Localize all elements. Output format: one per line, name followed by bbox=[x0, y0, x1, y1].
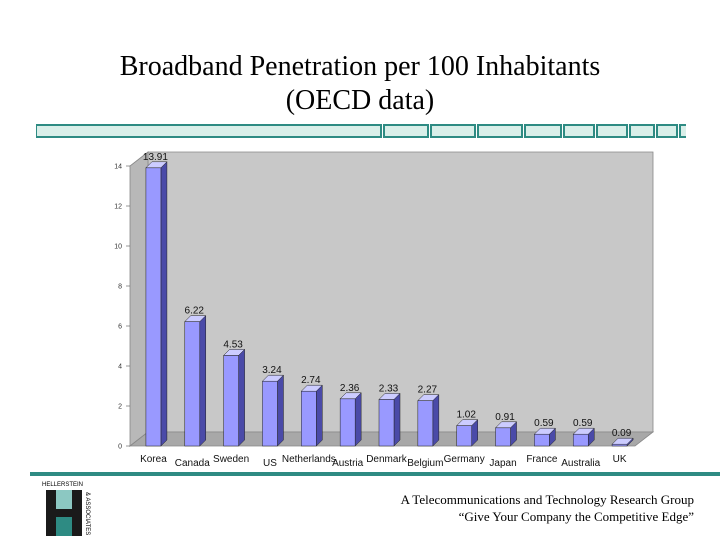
bar bbox=[301, 390, 317, 447]
category-label: Denmark bbox=[366, 454, 408, 465]
deco-segment bbox=[36, 124, 382, 138]
bar-top bbox=[223, 349, 246, 356]
title-line-2: (OECD data) bbox=[285, 85, 435, 116]
bar-top bbox=[261, 374, 285, 382]
data-label: 0.59 bbox=[573, 418, 593, 429]
y-tick-label: 6 bbox=[118, 324, 122, 331]
data-label: 2.27 bbox=[418, 385, 438, 396]
data-label: 3.24 bbox=[262, 365, 282, 376]
y-tick-label: 0 bbox=[118, 444, 122, 451]
data-labels: 13.91 6.22 4.53 3.24 2.74 2.36 2.33 2.27 1.02 0.9… bbox=[143, 152, 632, 439]
deco-segment bbox=[524, 124, 562, 138]
data-label: 4.53 bbox=[223, 339, 243, 350]
y-tick-label: 14 bbox=[114, 164, 122, 171]
category-label: Austria bbox=[332, 458, 364, 469]
bar-side bbox=[354, 392, 362, 447]
bar-top bbox=[533, 427, 556, 435]
bar bbox=[378, 399, 395, 447]
bar bbox=[262, 380, 278, 447]
data-label: 2.33 bbox=[379, 383, 399, 394]
data-label: 2.74 bbox=[301, 375, 321, 386]
bar-top bbox=[145, 161, 168, 169]
bar bbox=[572, 433, 589, 447]
bar bbox=[145, 167, 162, 447]
deco-segment bbox=[656, 124, 678, 138]
bar-side bbox=[277, 374, 284, 447]
category-label: Netherlands bbox=[282, 454, 336, 465]
deco-segment bbox=[596, 124, 628, 138]
data-label: 1.02 bbox=[456, 410, 476, 421]
bar-side bbox=[199, 314, 207, 447]
bar bbox=[417, 400, 434, 447]
bar-top bbox=[378, 393, 401, 400]
footer-line-1: A Telecommunications and Technology Rese… bbox=[400, 492, 694, 507]
bar bbox=[611, 443, 628, 447]
bar-side bbox=[393, 392, 401, 447]
y-tick-label: 8 bbox=[118, 284, 122, 291]
bar-top bbox=[300, 384, 323, 392]
decorative-segmented-bar bbox=[36, 124, 686, 138]
bar-top bbox=[456, 419, 479, 426]
chart-bars bbox=[145, 161, 634, 447]
data-label: 2.36 bbox=[340, 383, 360, 394]
y-tick-label: 2 bbox=[118, 404, 122, 411]
bar-top bbox=[494, 421, 518, 429]
bar-top bbox=[572, 427, 595, 435]
bar-top bbox=[611, 437, 634, 445]
deco-segment bbox=[629, 124, 655, 138]
bar-side bbox=[160, 161, 168, 447]
y-tick-label: 12 bbox=[114, 204, 122, 211]
bar-top bbox=[339, 392, 362, 400]
category-label: US bbox=[263, 458, 277, 469]
y-axis-ticks: 0 2 4 6 8 10 12 14 bbox=[114, 164, 130, 451]
data-label: 13.91 bbox=[143, 152, 168, 163]
category-label: Korea bbox=[140, 454, 167, 465]
bar bbox=[339, 398, 356, 447]
footer-line-2: “Give Your Company the Competitive Edge” bbox=[458, 509, 694, 524]
category-label: Canada bbox=[175, 458, 210, 469]
bar bbox=[495, 427, 511, 447]
y-tick-label: 10 bbox=[114, 244, 122, 251]
footer-divider-line bbox=[30, 472, 720, 476]
bar-chart: 0 2 4 6 8 10 12 14 13.91 6.22 4.53 3.24 2.74 2.36 2.3… bbox=[114, 151, 655, 469]
logo-text-right: & ASSOCIATES bbox=[84, 492, 90, 535]
bar bbox=[456, 425, 472, 447]
category-label: Germany bbox=[444, 454, 485, 465]
data-label: 0.59 bbox=[534, 418, 554, 429]
category-label: France bbox=[526, 454, 558, 465]
data-label: 6.22 bbox=[185, 306, 205, 317]
bar bbox=[534, 433, 550, 447]
footer-text: A Telecommunications and Technology Rese… bbox=[401, 491, 694, 525]
deco-segment bbox=[477, 124, 523, 138]
title-line-1: Broadband Penetration per 100 Inhabitant… bbox=[119, 51, 601, 82]
bar-side bbox=[238, 348, 245, 447]
slide-title: Broadband Penetration per 100 Inhabitant… bbox=[0, 50, 720, 118]
bar-side bbox=[432, 393, 440, 447]
category-label: Sweden bbox=[213, 454, 249, 465]
logo-text-left: HELLERSTEIN bbox=[42, 482, 83, 488]
deco-segment bbox=[430, 124, 476, 138]
bar-top bbox=[184, 315, 207, 322]
category-label: UK bbox=[613, 454, 627, 465]
deco-segment bbox=[563, 124, 595, 138]
bar-side bbox=[316, 384, 323, 447]
category-label: Australia bbox=[561, 458, 600, 469]
deco-segment bbox=[679, 124, 686, 138]
y-tick-label: 4 bbox=[118, 364, 122, 371]
data-label: 0.09 bbox=[612, 428, 632, 439]
bar-top bbox=[417, 394, 440, 401]
chart-side-wall bbox=[129, 151, 149, 447]
category-label: Japan bbox=[489, 458, 516, 469]
bar bbox=[184, 321, 201, 447]
deco-segment bbox=[383, 124, 429, 138]
bar bbox=[223, 355, 239, 447]
category-label: Belgium bbox=[407, 458, 443, 469]
data-label: 0.91 bbox=[495, 412, 515, 423]
hellerstein-logo: HELLERSTEIN & ASSOCIATES bbox=[42, 482, 90, 536]
